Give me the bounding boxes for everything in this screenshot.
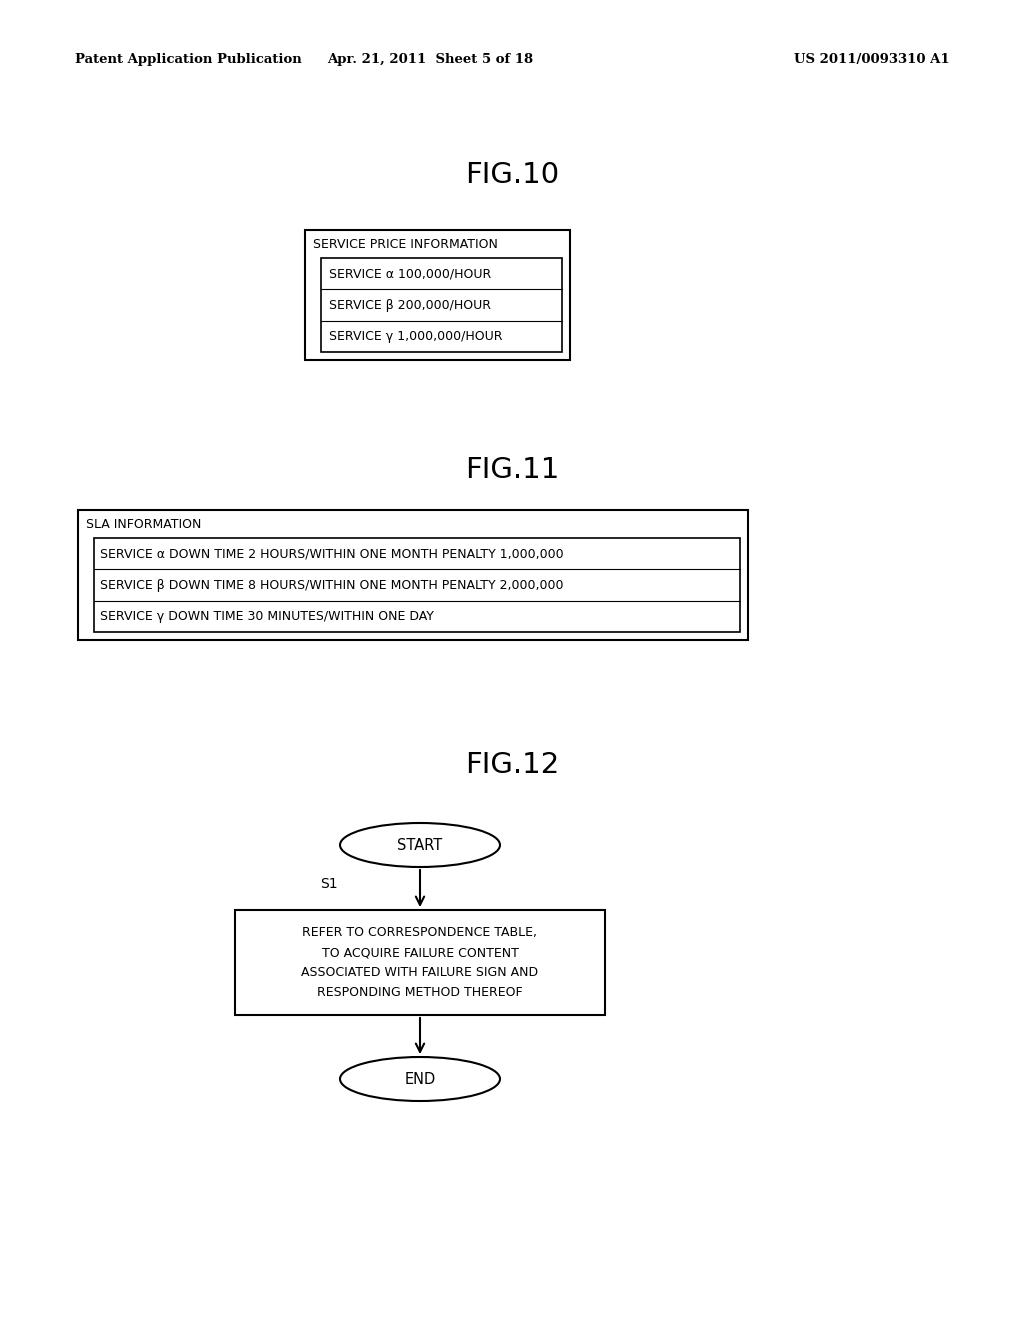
Bar: [305, 230, 570, 360]
Text: SLA INFORMATION: SLA INFORMATION: [86, 519, 202, 532]
Text: FIG.12: FIG.12: [465, 751, 559, 779]
Text: FIG.10: FIG.10: [465, 161, 559, 189]
Text: SERVICE γ DOWN TIME 30 MINUTES/WITHIN ONE DAY: SERVICE γ DOWN TIME 30 MINUTES/WITHIN ON…: [100, 610, 434, 623]
Bar: [94, 539, 740, 632]
Text: SERVICE α DOWN TIME 2 HOURS/WITHIN ONE MONTH PENALTY 1,000,000: SERVICE α DOWN TIME 2 HOURS/WITHIN ONE M…: [100, 548, 563, 560]
Text: TO ACQUIRE FAILURE CONTENT: TO ACQUIRE FAILURE CONTENT: [322, 946, 518, 960]
Text: SERVICE β 200,000/HOUR: SERVICE β 200,000/HOUR: [329, 298, 490, 312]
Text: Apr. 21, 2011  Sheet 5 of 18: Apr. 21, 2011 Sheet 5 of 18: [327, 54, 534, 66]
Bar: [234, 909, 605, 1015]
Text: START: START: [397, 837, 442, 853]
Bar: [321, 257, 562, 352]
Ellipse shape: [340, 1057, 500, 1101]
Text: FIG.11: FIG.11: [465, 455, 559, 484]
Text: S1: S1: [319, 876, 338, 891]
Text: RESPONDING METHOD THEREOF: RESPONDING METHOD THEREOF: [317, 986, 523, 999]
Text: SERVICE β DOWN TIME 8 HOURS/WITHIN ONE MONTH PENALTY 2,000,000: SERVICE β DOWN TIME 8 HOURS/WITHIN ONE M…: [100, 578, 563, 591]
Text: SERVICE γ 1,000,000/HOUR: SERVICE γ 1,000,000/HOUR: [329, 330, 503, 343]
Ellipse shape: [340, 822, 500, 867]
Text: ASSOCIATED WITH FAILURE SIGN AND: ASSOCIATED WITH FAILURE SIGN AND: [301, 966, 539, 979]
Text: Patent Application Publication: Patent Application Publication: [75, 54, 302, 66]
Text: SERVICE PRICE INFORMATION: SERVICE PRICE INFORMATION: [313, 239, 498, 252]
Text: END: END: [404, 1072, 435, 1086]
Text: SERVICE α 100,000/HOUR: SERVICE α 100,000/HOUR: [329, 267, 492, 280]
Text: REFER TO CORRESPONDENCE TABLE,: REFER TO CORRESPONDENCE TABLE,: [302, 927, 538, 939]
Bar: [78, 510, 748, 640]
Text: US 2011/0093310 A1: US 2011/0093310 A1: [795, 54, 950, 66]
